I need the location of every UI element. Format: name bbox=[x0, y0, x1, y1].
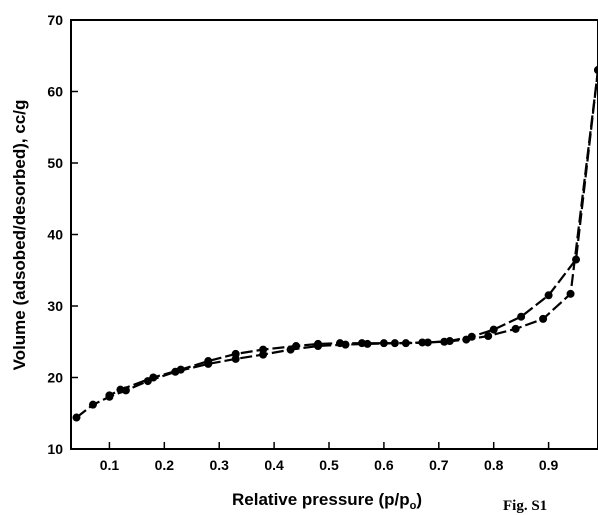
desorption-point bbox=[357, 339, 366, 348]
y-tick-label: 10 bbox=[47, 441, 63, 457]
plot-frame bbox=[70, 19, 598, 450]
desorption-point bbox=[445, 337, 454, 346]
x-axis-title-subscript: o bbox=[410, 500, 417, 512]
x-tick-label: 0.2 bbox=[155, 457, 175, 473]
y-tick-label: 30 bbox=[47, 298, 63, 314]
y-tick-label: 40 bbox=[47, 227, 63, 243]
x-tick-label: 0.7 bbox=[429, 457, 449, 473]
series-points bbox=[72, 66, 598, 422]
desorption-point bbox=[314, 339, 323, 348]
y-tick-label: 50 bbox=[47, 155, 63, 171]
y-tick-label: 70 bbox=[47, 12, 63, 28]
x-tick-label: 0.3 bbox=[209, 457, 229, 473]
adsorption-point bbox=[418, 338, 427, 347]
tick-labels: 0.1 0.2 0.3 0.4 0.5 0.6 0.7 0.8 0.9 10 20 30 40 50 60 7… bbox=[47, 12, 558, 473]
y-axis-title: Volume (adsobed/desorbed), cc/g bbox=[10, 100, 29, 371]
x-tick-label: 0.8 bbox=[484, 457, 504, 473]
adsorption-point bbox=[511, 324, 520, 333]
adsorption-point bbox=[390, 339, 399, 348]
desorption-line bbox=[108, 69, 598, 397]
desorption-point bbox=[105, 391, 114, 400]
desorption-point bbox=[401, 339, 410, 348]
series-lines bbox=[75, 69, 598, 419]
desorption-point bbox=[292, 342, 301, 351]
x-axis-title-main: Relative pressure (p/p bbox=[232, 490, 410, 509]
desorption-point bbox=[489, 325, 498, 334]
x-axis-title: Relative pressure (p/po) bbox=[232, 490, 422, 512]
adsorption-point bbox=[566, 289, 575, 298]
desorption-point bbox=[467, 332, 476, 341]
adsorption-point bbox=[539, 314, 548, 323]
desorption-point bbox=[423, 338, 432, 347]
desorption-point bbox=[259, 345, 268, 354]
adsorption-point bbox=[72, 413, 81, 422]
x-tick-label: 0.4 bbox=[264, 457, 284, 473]
desorption-point bbox=[116, 385, 125, 394]
adsorption-point bbox=[88, 400, 97, 409]
desorption-point bbox=[231, 349, 240, 358]
x-tick-label: 0.1 bbox=[100, 457, 120, 473]
figure-label: Fig. S1 bbox=[503, 498, 547, 514]
adsorption-line bbox=[75, 69, 598, 419]
adsorption-point bbox=[484, 332, 493, 341]
y-tick-label: 60 bbox=[47, 84, 63, 100]
desorption-point bbox=[204, 357, 213, 366]
x-axis-title-end: ) bbox=[416, 490, 422, 509]
x-tick-label: 0.5 bbox=[319, 457, 339, 473]
desorption-point bbox=[544, 291, 553, 300]
y-tick-label: 20 bbox=[47, 370, 63, 386]
x-tick-label: 0.6 bbox=[374, 457, 394, 473]
desorption-point bbox=[149, 373, 158, 382]
desorption-point bbox=[335, 339, 344, 348]
desorption-point bbox=[379, 339, 388, 348]
desorption-point bbox=[517, 312, 526, 321]
tick-marks bbox=[71, 19, 550, 450]
desorption-point bbox=[176, 365, 185, 374]
x-tick-label: 0.9 bbox=[539, 457, 559, 473]
desorption-point bbox=[572, 255, 581, 264]
